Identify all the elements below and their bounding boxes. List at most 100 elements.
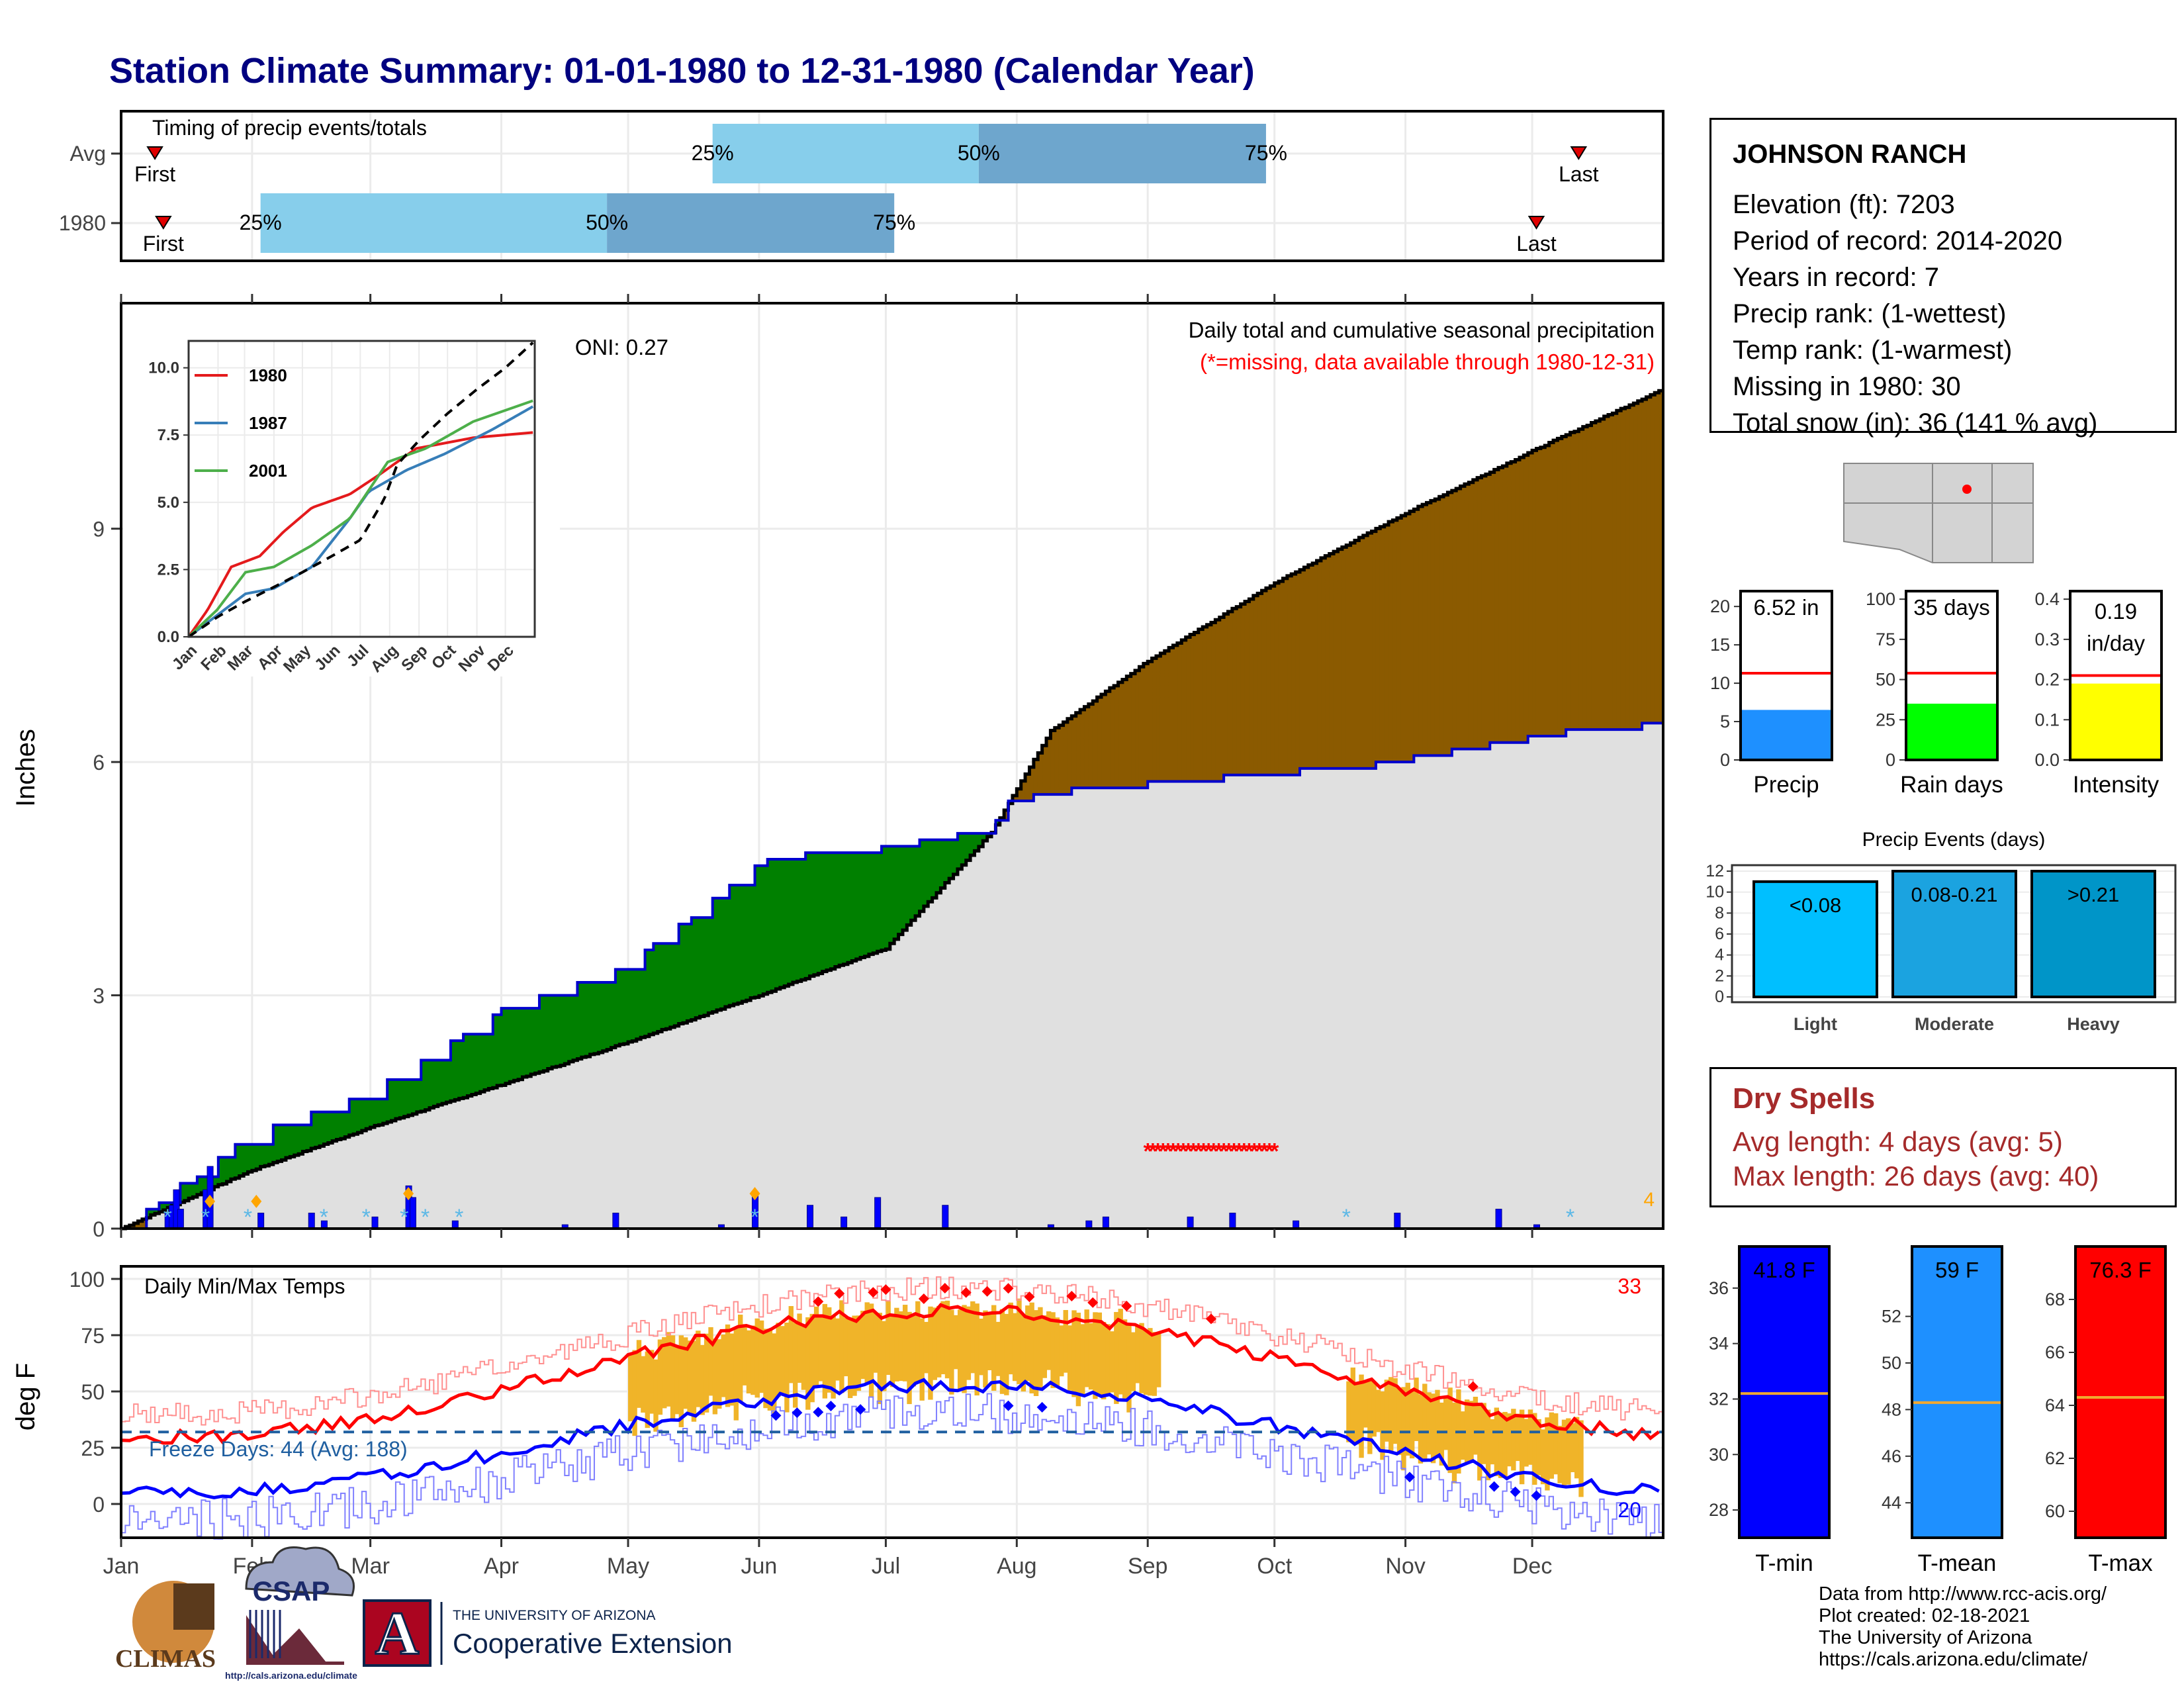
record-high-marker	[1121, 1300, 1132, 1311]
temp-box-y-tick-label: 36	[1709, 1278, 1729, 1298]
daily-temp-range-bar	[868, 1303, 874, 1397]
daily-temp-range-bar	[1355, 1382, 1360, 1445]
record-low-marker	[855, 1404, 866, 1415]
events-y-tick-label: 6	[1715, 925, 1724, 943]
daily-temp-range-bar	[691, 1340, 697, 1422]
dry-spells-box: Dry Spells Avg length: 4 days (avg: 5) M…	[1709, 1067, 2177, 1207]
dry-spell-marker: *	[1199, 1139, 1208, 1164]
daily-temp-range-bar	[1021, 1314, 1026, 1392]
daily-temp-range-bar	[683, 1337, 688, 1409]
temp-box-label: T-max	[2088, 1550, 2153, 1576]
daily-temp-range-bar	[852, 1315, 857, 1396]
temp-box-fill	[2075, 1246, 2165, 1538]
credit-line: https://cals.arizona.edu/climate/	[1819, 1649, 2088, 1670]
daily-temp-range-bar	[1384, 1380, 1390, 1442]
average-cumulative-line	[121, 389, 1663, 1231]
daily-temp-range-bar	[1122, 1319, 1128, 1399]
inset-series-2001	[187, 399, 533, 638]
daily-temp-range-bar	[1549, 1412, 1555, 1479]
daily-temp-range-bar	[767, 1329, 773, 1411]
daily-temp-range-bar	[827, 1307, 832, 1393]
snow-marker	[205, 1194, 216, 1208]
daily-temp-range-bar	[1502, 1411, 1508, 1477]
daily-temp-range-bar	[696, 1331, 701, 1407]
daily-temp-range-bar	[632, 1350, 637, 1436]
daily-temp-range-bar	[1405, 1382, 1410, 1456]
daily-temp-range-bar	[923, 1321, 929, 1374]
daily-temp-range-bar	[1029, 1302, 1034, 1393]
timing-p75-label: 75%	[1245, 141, 1287, 165]
month-label: Apr	[484, 1554, 519, 1579]
dry-spell-marker: *	[1179, 1139, 1188, 1164]
daily-temp-range-bar	[1135, 1325, 1140, 1383]
daily-temp-range-bar	[1435, 1389, 1440, 1459]
daily-temp-range-bar	[805, 1317, 811, 1410]
daily-temp-range-bar	[944, 1300, 950, 1379]
inset-legend-label: 2001	[249, 461, 287, 481]
event-range-label: 0.08-0.21	[1911, 883, 1998, 906]
daily-temp-range-bar	[991, 1305, 997, 1391]
daily-temp-range-bar	[898, 1311, 903, 1382]
snow-marker	[251, 1194, 262, 1208]
dry-spell-marker: *	[1240, 1139, 1249, 1164]
daily-temp-range-bar	[1371, 1382, 1377, 1437]
event-range-label: <0.08	[1790, 894, 1841, 917]
daily-temp-range-bar	[1401, 1387, 1406, 1471]
summary-bar-label: Rain days	[1900, 772, 2003, 798]
missing-marker: *	[244, 1205, 252, 1230]
daily-temp-range-bar	[1473, 1396, 1479, 1455]
dry-spell-marker: *	[1260, 1139, 1269, 1164]
temp-box-y-tick-label: 68	[2045, 1289, 2065, 1309]
credit-line: Data from http://www.rcc-acis.org/	[1819, 1583, 2107, 1605]
daily-precip-bar	[874, 1197, 882, 1229]
daily-temp-range-bar	[949, 1309, 954, 1395]
daily-temp-range-bar	[784, 1322, 790, 1413]
temp-y-tick-label: 0	[93, 1493, 105, 1517]
tmax-record-step	[121, 1276, 1663, 1426]
daily-temp-range-bar	[919, 1318, 925, 1401]
daily-temp-range-bar	[983, 1310, 988, 1388]
events-y-tick-label: 0	[1715, 988, 1724, 1006]
daily-temp-range-bar	[970, 1301, 976, 1374]
inset-series-average	[187, 342, 534, 638]
record-low-marker	[825, 1401, 837, 1412]
record-low-marker	[1404, 1472, 1415, 1483]
missing-marker: *	[1566, 1205, 1574, 1230]
tmin-average-line	[120, 1378, 1660, 1500]
daily-precip-bar	[942, 1205, 949, 1229]
month-label: Nov	[1385, 1554, 1425, 1579]
record-high-marker	[1467, 1381, 1479, 1392]
daily-temp-range-bar	[962, 1305, 967, 1393]
daily-temp-range-bar	[666, 1332, 671, 1407]
daily-temp-range-bar	[1515, 1413, 1520, 1462]
summary-y-tick-label: 75	[1876, 630, 1895, 649]
daily-temp-range-bar	[700, 1344, 705, 1415]
dry-spells-max: Max length: 26 days (avg: 40)	[1733, 1160, 2099, 1192]
daily-temp-range-bar	[1017, 1298, 1022, 1384]
month-label: Mar	[351, 1554, 390, 1579]
daily-temp-range-bar	[1054, 1317, 1060, 1388]
dry-spell-marker: *	[1234, 1139, 1244, 1164]
event-category-label: Moderate	[1915, 1014, 1994, 1034]
dry-spell-marker: *	[1163, 1139, 1173, 1164]
timing-row-label: Avg	[69, 142, 106, 165]
daily-temp-range-bar	[742, 1324, 747, 1385]
ua-logo-letter: A	[375, 1599, 419, 1667]
missing-marker: *	[362, 1205, 371, 1230]
first-event-label: First	[134, 162, 175, 186]
summary-y-tick-label: 100	[1866, 589, 1895, 609]
daily-temp-range-bar	[1059, 1325, 1064, 1377]
daily-temp-range-bar	[902, 1305, 908, 1382]
climas-logo-text: CLIMAS	[115, 1645, 216, 1673]
daily-temp-range-bar	[725, 1324, 731, 1407]
snow-marker	[749, 1187, 760, 1201]
daily-precip-bar	[409, 1197, 416, 1229]
daily-temp-range-bar	[974, 1303, 979, 1396]
temp-box-y-tick-label: 50	[1882, 1353, 1901, 1373]
summary-y-tick-label: 25	[1876, 710, 1895, 729]
daily-precip-bar	[371, 1216, 379, 1229]
daily-temp-range-bar	[809, 1313, 815, 1403]
dry-spell-marker: *	[1270, 1139, 1279, 1164]
daily-precip-bar	[841, 1216, 848, 1229]
station-line: Total snow (in): 36 (141 % avg)	[1733, 408, 2098, 438]
